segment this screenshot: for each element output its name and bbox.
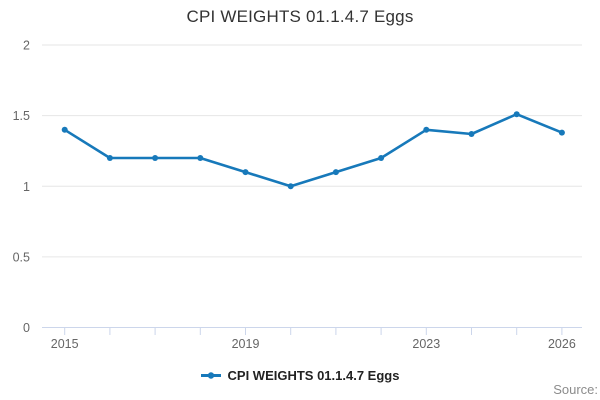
chart-title: CPI WEIGHTS 01.1.4.7 Eggs <box>186 7 414 26</box>
data-point <box>242 169 249 176</box>
legend-item[interactable]: CPI WEIGHTS 01.1.4.7 Eggs <box>0 368 600 383</box>
data-point <box>378 155 385 161</box>
x-axis-label: 2023 <box>412 337 440 351</box>
series-line <box>63 112 564 188</box>
data-point <box>423 126 430 133</box>
data-point <box>558 129 565 136</box>
data-point <box>152 155 159 161</box>
legend-label: CPI WEIGHTS 01.1.4.7 Eggs <box>227 368 400 383</box>
x-axis-label: 2015 <box>51 337 79 351</box>
data-point <box>332 169 339 176</box>
y-axis-label: 0 <box>23 321 30 335</box>
x-axis-label: 2019 <box>232 337 260 351</box>
y-axis-label: 2 <box>23 39 30 53</box>
data-point <box>287 183 294 190</box>
x-axis-label: 2026 <box>548 337 576 351</box>
data-point <box>106 155 113 161</box>
data-point <box>197 155 204 161</box>
y-axis-label: 1.5 <box>13 109 30 123</box>
y-axis-label: 1 <box>23 180 30 194</box>
source-label: Source: <box>553 382 598 397</box>
data-point <box>468 131 475 137</box>
data-point <box>513 111 520 118</box>
y-axis-label: 0.5 <box>13 250 30 264</box>
legend-marker-icon <box>200 372 221 379</box>
data-point <box>61 126 68 133</box>
